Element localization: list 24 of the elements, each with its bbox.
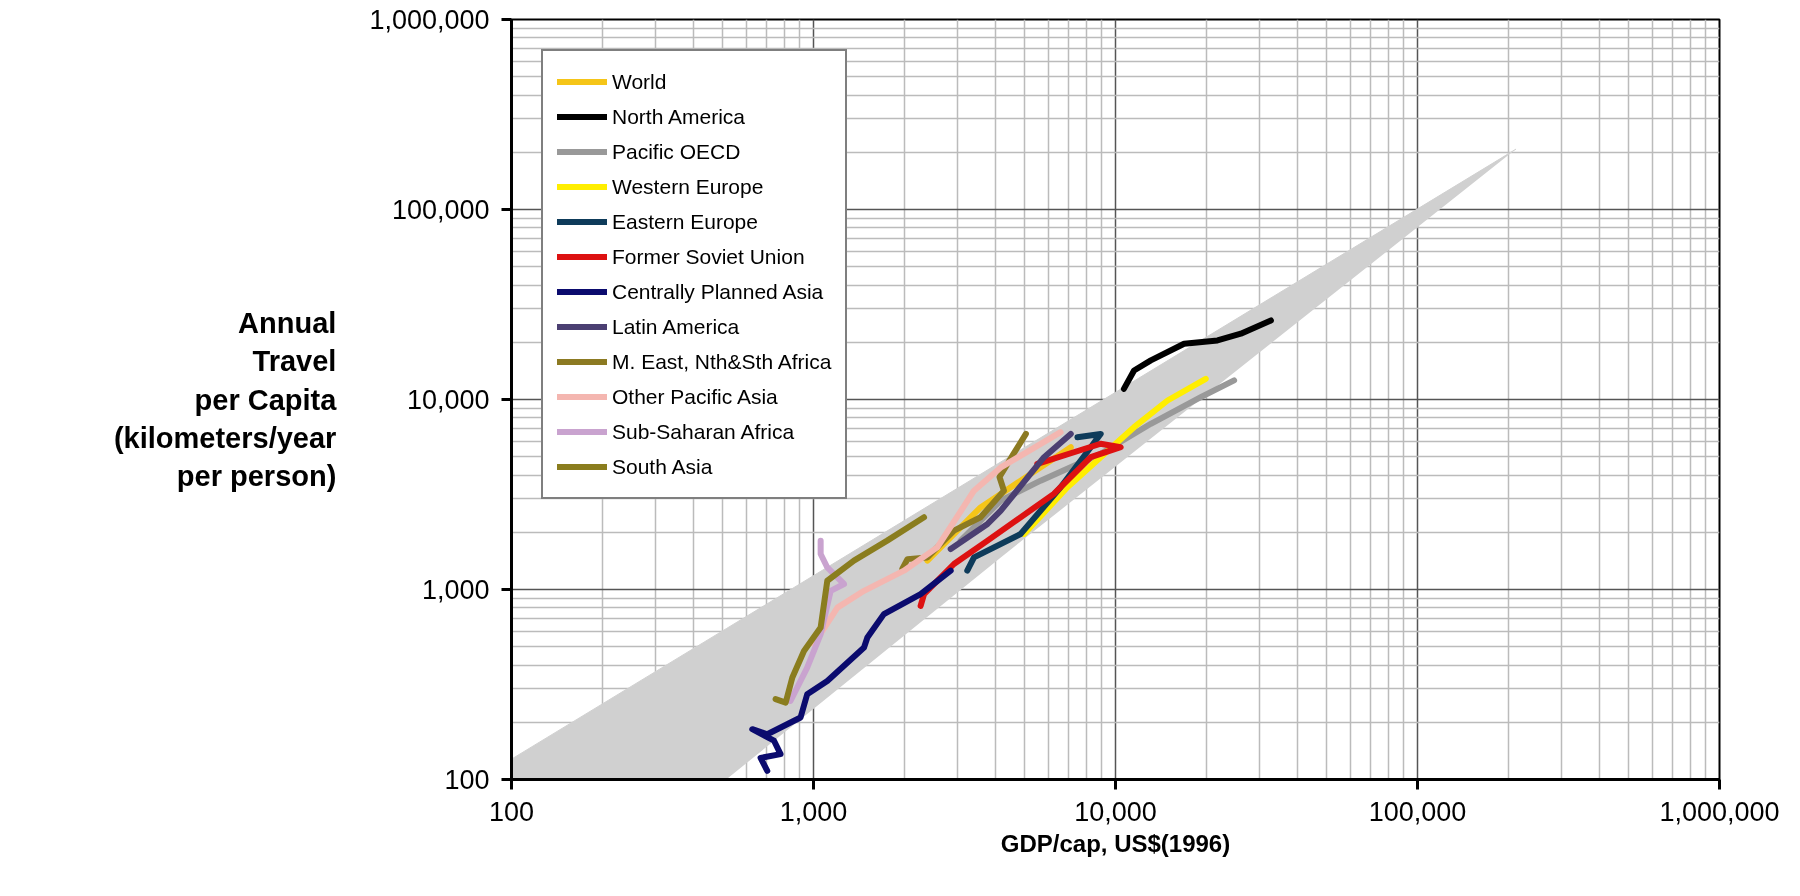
legend-label: Centrally Planned Asia bbox=[612, 278, 824, 305]
y-tick-label: 1,000,000 bbox=[369, 5, 490, 35]
x-axis-title: GDP/cap, US$(1996) bbox=[1000, 829, 1231, 857]
y-axis-title: Annual Travel per Capita (kilometers/year per person) bbox=[113, 306, 338, 493]
legend-label: Pacific OECD bbox=[612, 138, 741, 165]
x-tick-label: 1,000,000 bbox=[1659, 796, 1780, 827]
legend-label: M. East, Nth&Sth Africa bbox=[612, 348, 832, 375]
legend-label: Latin America bbox=[612, 313, 740, 340]
x-tick-label: 100,000 bbox=[1368, 796, 1467, 827]
legend-label: North America bbox=[612, 103, 746, 130]
y-tick-label: 1,000 bbox=[421, 575, 490, 605]
legend-label: Eastern Europe bbox=[612, 208, 758, 235]
x-tick-label: 10,000 bbox=[1074, 796, 1157, 827]
legend-label: World bbox=[612, 68, 667, 95]
legend-label: Sub-Saharan Africa bbox=[612, 418, 795, 445]
legend-label: Western Europe bbox=[612, 173, 764, 200]
legend-label: South Asia bbox=[612, 453, 713, 480]
legend-label: Former Soviet Union bbox=[612, 243, 805, 270]
legend-label: Other Pacific Asia bbox=[612, 383, 778, 410]
y-tick-label: 100 bbox=[444, 765, 490, 795]
y-tick-label: 100,000 bbox=[391, 195, 490, 225]
x-tick-label: 1,000 bbox=[779, 796, 848, 827]
x-tick-label: 100 bbox=[488, 796, 535, 827]
y-tick-label: 10,000 bbox=[406, 385, 490, 415]
